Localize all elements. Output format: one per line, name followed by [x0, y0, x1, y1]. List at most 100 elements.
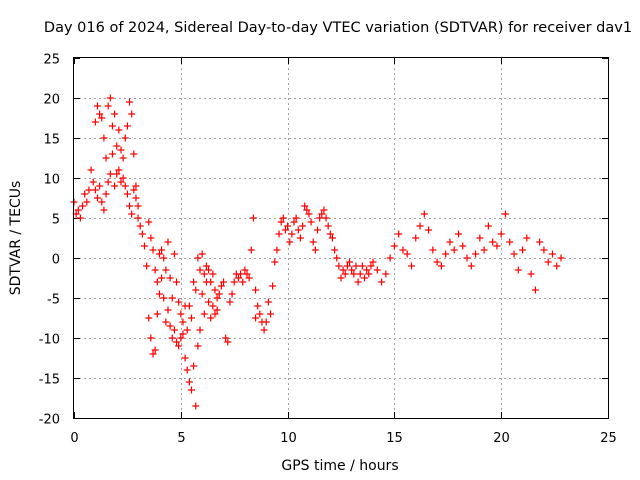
data-point — [170, 326, 178, 334]
data-point — [108, 150, 116, 158]
data-point — [305, 210, 313, 218]
data-point — [134, 202, 142, 210]
data-point — [158, 246, 166, 254]
data-point — [166, 274, 174, 282]
data-point — [328, 234, 336, 242]
data-point — [472, 250, 480, 258]
data-point — [553, 262, 561, 270]
data-point — [476, 234, 484, 242]
data-point — [192, 402, 200, 410]
data-point — [104, 102, 112, 110]
data-point — [87, 166, 95, 174]
data-point — [96, 110, 104, 118]
x-tick-label: 0 — [70, 431, 78, 446]
data-point — [544, 258, 552, 266]
data-point — [190, 278, 198, 286]
data-point — [205, 298, 213, 306]
data-point — [173, 338, 181, 346]
x-axis-label: GPS time / hours — [281, 458, 398, 474]
data-point — [155, 250, 163, 258]
data-point — [132, 182, 140, 190]
data-point — [179, 318, 187, 326]
data-point — [273, 246, 281, 254]
data-series — [70, 94, 565, 410]
data-point — [177, 310, 185, 318]
data-point — [501, 210, 509, 218]
data-point — [185, 302, 193, 310]
data-point — [335, 262, 343, 270]
grid — [74, 58, 608, 418]
x-tick-label: 20 — [493, 431, 510, 446]
data-point — [100, 206, 108, 214]
data-point — [548, 250, 556, 258]
data-point — [217, 282, 225, 290]
data-point — [249, 214, 257, 222]
data-point — [390, 242, 398, 250]
data-point — [104, 178, 112, 186]
data-point — [493, 242, 501, 250]
data-point — [130, 150, 138, 158]
data-point — [85, 186, 93, 194]
data-point — [420, 210, 428, 218]
data-point — [288, 230, 296, 238]
data-point — [326, 230, 334, 238]
data-point — [230, 278, 238, 286]
data-point — [350, 270, 358, 278]
plot-frame — [73, 57, 609, 419]
data-point — [324, 222, 332, 230]
data-point — [211, 310, 219, 318]
y-tick-label: 10 — [43, 173, 60, 188]
data-point — [192, 286, 200, 294]
data-point — [121, 134, 129, 142]
data-point — [187, 314, 195, 322]
y-tick-label: 25 — [43, 53, 60, 68]
data-point — [303, 206, 311, 214]
data-point — [337, 274, 345, 282]
data-point — [145, 218, 153, 226]
data-point — [339, 266, 347, 274]
data-point — [358, 262, 366, 270]
data-point — [202, 262, 210, 270]
data-point — [196, 326, 204, 334]
data-point — [429, 246, 437, 254]
data-point — [365, 270, 373, 278]
data-point — [168, 334, 176, 342]
data-point — [510, 250, 518, 258]
data-point — [399, 246, 407, 254]
data-point — [484, 222, 492, 230]
data-point — [267, 310, 275, 318]
data-point — [320, 206, 328, 214]
data-point — [91, 118, 99, 126]
x-tick-label: 15 — [386, 431, 403, 446]
chart-title: Day 016 of 2024, Sidereal Day-to-day VTE… — [44, 20, 632, 36]
data-point — [170, 250, 178, 258]
data-point — [318, 210, 326, 218]
data-point — [294, 226, 302, 234]
data-point — [115, 166, 123, 174]
y-tick-label: -20 — [39, 413, 60, 428]
data-point — [108, 122, 116, 130]
data-point — [341, 270, 349, 278]
data-point — [506, 238, 514, 246]
y-axis-label: SDTVAR / TECUs — [8, 181, 24, 296]
data-point — [215, 290, 223, 298]
data-point — [164, 238, 172, 246]
data-point — [363, 266, 371, 274]
data-point — [299, 222, 307, 230]
data-point — [151, 266, 159, 274]
data-point — [183, 366, 191, 374]
data-point — [343, 262, 351, 270]
data-point — [382, 270, 390, 278]
data-point — [527, 270, 535, 278]
y-tick-label: 15 — [43, 133, 60, 148]
data-point — [126, 202, 134, 210]
data-point — [147, 334, 155, 342]
tick-labels: 0 5 10 15 20 25 -20 -15 -10 -5 0 5 10 15 20 25 — [39, 53, 617, 447]
data-point — [352, 262, 360, 270]
data-point — [100, 134, 108, 142]
data-point — [425, 226, 433, 234]
data-point — [348, 266, 356, 274]
data-point — [173, 278, 181, 286]
data-point — [454, 230, 462, 238]
